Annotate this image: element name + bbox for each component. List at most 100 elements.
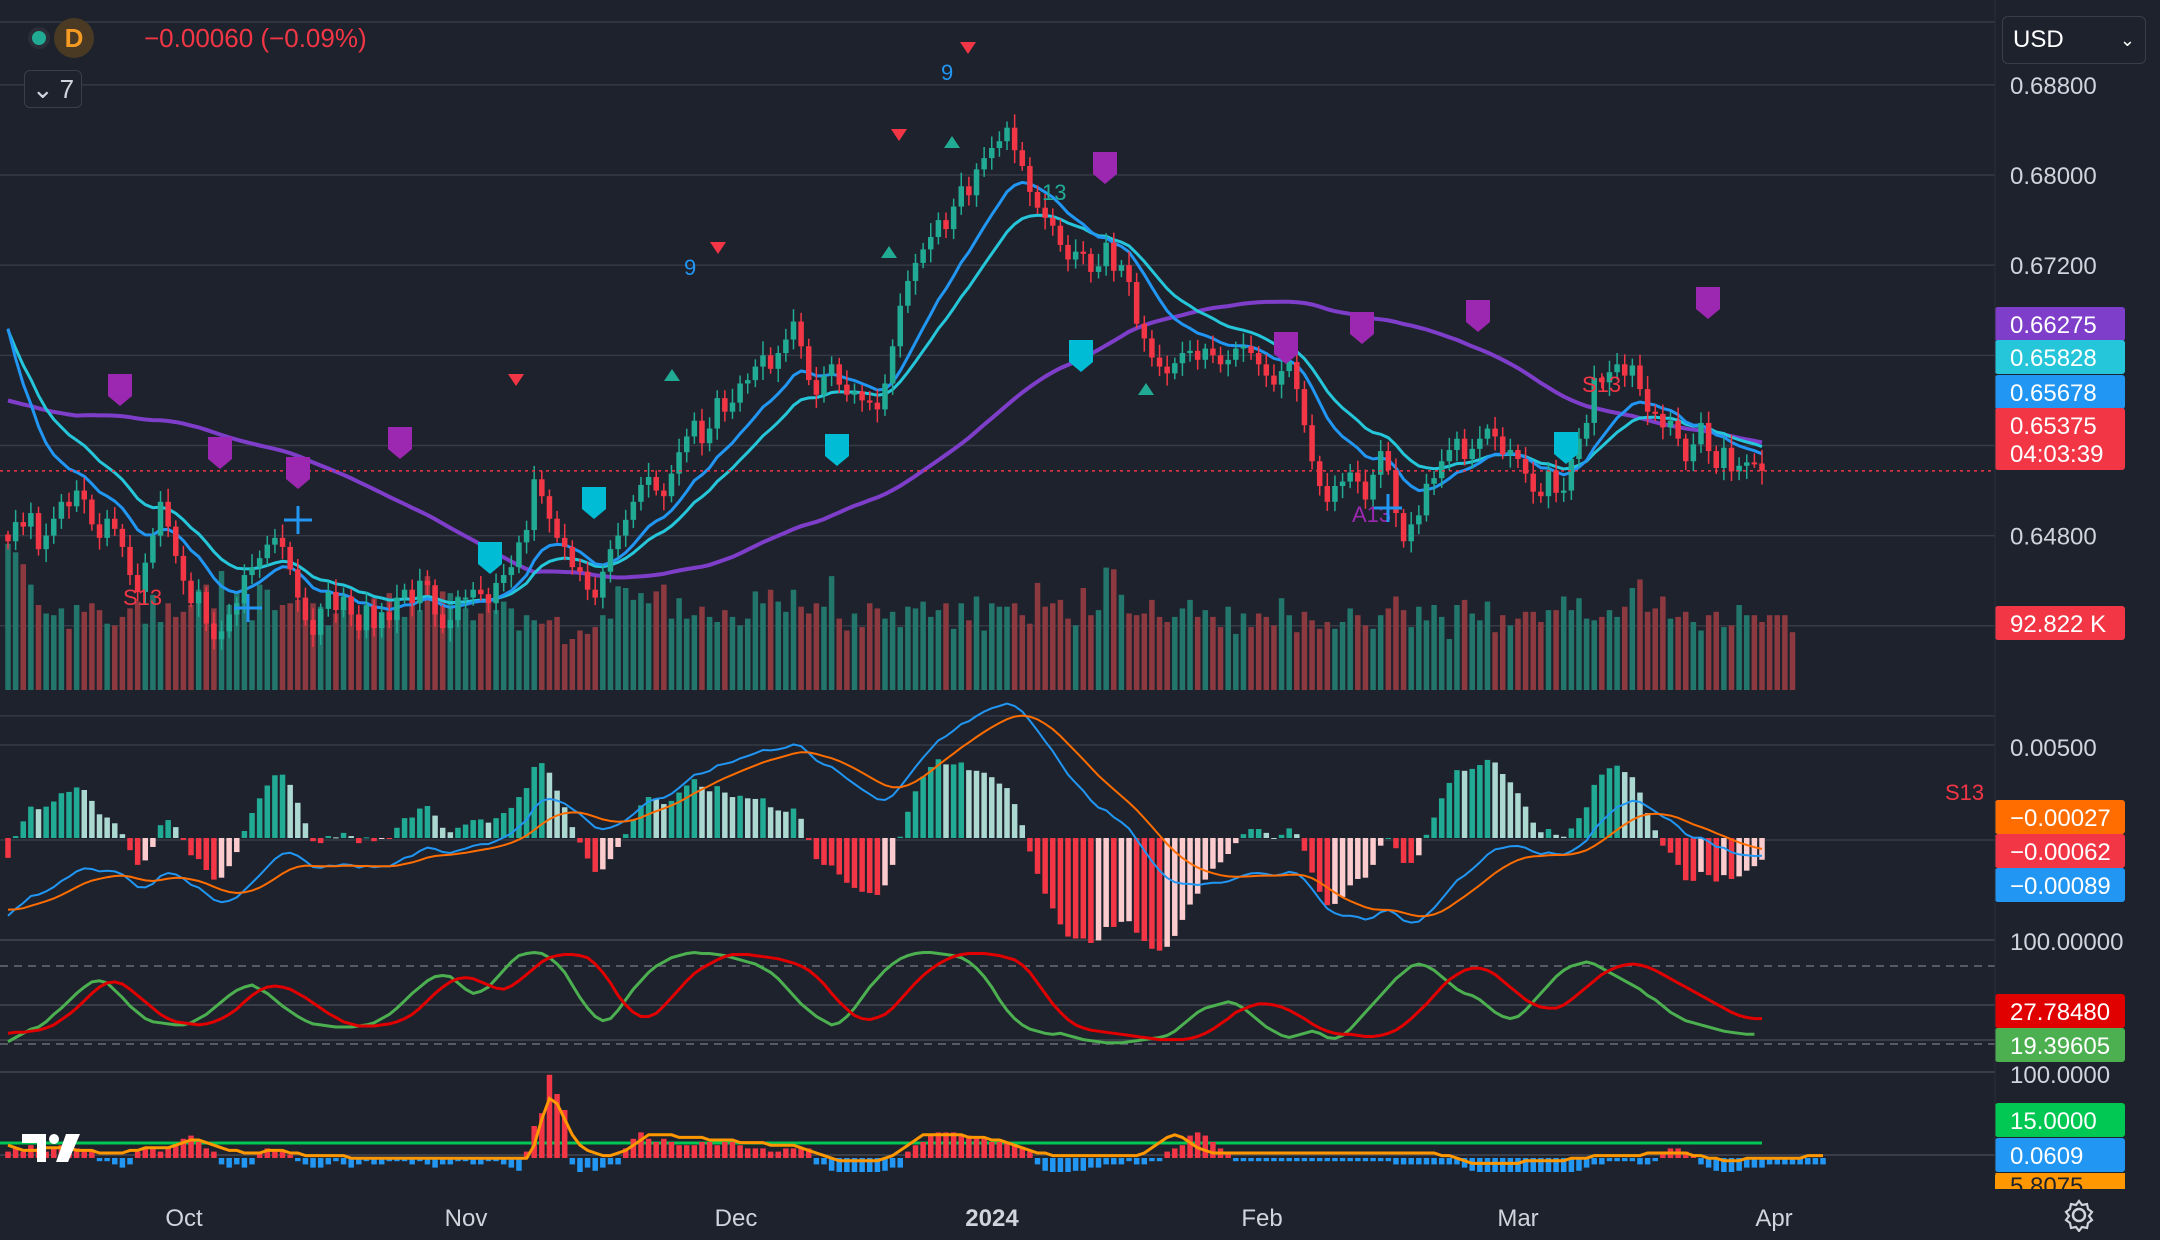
macd-histogram-bar — [173, 827, 179, 838]
candle-body — [1690, 444, 1697, 462]
candle-body — [683, 436, 690, 453]
price-axis-label: 0.68800 — [2010, 73, 2097, 100]
adx-histogram-bar — [1187, 1135, 1193, 1158]
candle-body — [1698, 422, 1704, 445]
volume-bar — [1233, 633, 1239, 690]
volume-bar — [531, 620, 537, 690]
currency-select[interactable]: USD ⌄ — [2002, 16, 2146, 64]
sell-arrow — [710, 242, 726, 254]
macd-histogram-bar — [1698, 838, 1704, 872]
macd-histogram-bar — [989, 777, 995, 838]
candle-body — [119, 528, 126, 547]
interval-badge[interactable]: D — [54, 18, 94, 58]
volume-bar — [1286, 615, 1292, 690]
macd-histogram-bar — [1095, 838, 1102, 941]
volume-bar — [600, 615, 606, 690]
adx-histogram-bar — [12, 1148, 19, 1158]
volume-bar — [272, 610, 278, 690]
macd-histogram-bar — [1240, 834, 1247, 838]
macd-histogram-bar — [813, 838, 820, 860]
macd-histogram-bar — [943, 764, 949, 838]
volume-bar — [302, 610, 309, 690]
macd-histogram-bar — [1217, 838, 1224, 863]
macd-histogram-bar — [996, 783, 1003, 838]
stoch-axis-label: 100.00000 — [2010, 929, 2123, 956]
macd-histogram-bar — [1301, 838, 1308, 851]
adx-histogram-bar — [996, 1142, 1003, 1158]
stoch-badge: 27.78480 — [2010, 999, 2110, 1026]
macd-histogram-bar — [1118, 838, 1125, 922]
volume-bar — [1431, 605, 1437, 690]
adx-histogram-bar — [51, 1148, 57, 1158]
candle-body — [729, 402, 736, 412]
adx-histogram-bar — [1202, 1135, 1209, 1158]
candle-body — [950, 206, 957, 230]
volume-bar — [287, 603, 293, 690]
volume-bar — [81, 611, 88, 690]
collapse-indicators-button[interactable]: ⌄ 7 — [24, 70, 82, 108]
adx-histogram-bar — [1576, 1158, 1582, 1171]
adx-histogram-bar — [1004, 1142, 1010, 1158]
volume-bar — [691, 615, 698, 690]
settings-gear-icon[interactable] — [2062, 1198, 2096, 1232]
macd-histogram-bar — [1347, 838, 1353, 886]
volume-bar — [1149, 599, 1155, 690]
signal-marker — [208, 437, 232, 469]
candle-body — [1286, 362, 1292, 372]
time-axis-label: Feb — [1241, 1205, 1282, 1232]
volume-bar — [1271, 625, 1277, 690]
adx-histogram-bar — [1347, 1158, 1353, 1162]
signal-marker — [286, 457, 310, 489]
volume-bar — [1774, 615, 1780, 690]
volume-bar — [683, 618, 690, 690]
adx-histogram-bar — [867, 1158, 873, 1178]
macd-histogram-bar — [1736, 838, 1742, 877]
macd-histogram-bar — [1194, 838, 1201, 894]
macd-histogram-bar — [1515, 793, 1521, 838]
candle-body — [1111, 242, 1117, 271]
candle-body — [1316, 461, 1323, 487]
candle-body — [889, 346, 896, 384]
tradingview-logo[interactable] — [22, 1132, 88, 1164]
adx-histogram-bar — [813, 1158, 820, 1165]
candle-body — [798, 321, 804, 347]
macd-histogram-bar — [622, 834, 629, 838]
candle-body — [1484, 428, 1491, 439]
adx-histogram-bar — [1416, 1158, 1422, 1165]
countdown-badge: 04:03:39 — [2010, 441, 2103, 468]
candle-body — [1599, 377, 1605, 383]
macd-histogram-bar — [58, 793, 65, 838]
volume-bar — [638, 593, 644, 690]
macd-histogram-bar — [1339, 838, 1346, 897]
volume-bar — [1766, 615, 1773, 690]
macd-histogram-bar — [966, 770, 972, 838]
volume-badge: 92.822 K — [2010, 611, 2106, 638]
adx-histogram-bar — [310, 1158, 316, 1168]
adx-histogram-bar — [127, 1158, 133, 1165]
candle-body — [1614, 364, 1620, 373]
volume-bar — [264, 589, 271, 690]
macd-histogram-bar — [112, 823, 118, 838]
volume-bar — [950, 628, 957, 690]
volume-bar — [1065, 618, 1071, 690]
volume-bar — [1591, 620, 1597, 690]
volume-bar — [401, 616, 408, 690]
adx-histogram-bar — [1126, 1158, 1132, 1162]
macd-histogram-bar — [1248, 829, 1254, 838]
macd-histogram-bar — [1530, 822, 1536, 838]
candle-body — [241, 575, 248, 604]
volume-bar — [1377, 615, 1384, 690]
adx-histogram-bar — [1652, 1158, 1658, 1162]
adx-badge-bg — [1995, 1138, 2125, 1172]
macd-histogram-bar — [1210, 838, 1216, 869]
stoch-badge-bg — [1995, 1028, 2125, 1062]
macd-histogram-bar — [218, 838, 225, 878]
volume-bar — [813, 603, 820, 690]
adx-histogram-bar — [851, 1158, 858, 1178]
adx-badge: 15.0000 — [2010, 1108, 2097, 1135]
adx-histogram-bar — [1294, 1158, 1300, 1162]
volume-bar — [409, 591, 415, 690]
candle-body — [828, 364, 835, 376]
candle-body — [928, 236, 934, 250]
